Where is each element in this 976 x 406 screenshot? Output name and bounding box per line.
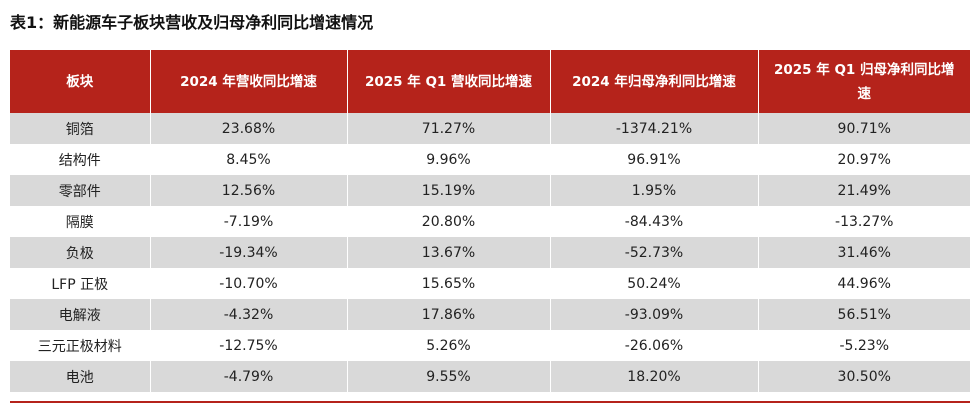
net-profit-2024-cell: -1374.21% [550,113,759,144]
net-profit-2024-cell: 18.20% [550,361,759,392]
net-profit-2025q1-cell: 20.97% [758,144,970,175]
revenue-2025q1-cell: 15.19% [347,175,551,206]
net-profit-2025q1-cell: -5.23% [758,330,970,361]
header-row: 板块 2024 年营收同比增速 2025 年 Q1 营收同比增速 2024 年归… [10,50,970,113]
revenue-2024-cell: 8.45% [150,144,348,175]
table-row: 隔膜 -7.19% 20.80% -84.43% -13.27% [10,206,970,237]
table-row: 结构件 8.45% 9.96% 96.91% 20.97% [10,144,970,175]
revenue-2024-cell: -4.32% [150,299,348,330]
revenue-2025q1-cell: 15.65% [347,268,551,299]
sector-cell: 结构件 [10,144,151,175]
net-profit-2025q1-cell: 31.46% [758,237,970,268]
revenue-2025q1-cell: 9.55% [347,361,551,392]
revenue-2024-cell: -4.79% [150,361,348,392]
table-row: 负极 -19.34% 13.67% -52.73% 31.46% [10,237,970,268]
net-profit-2025q1-cell: -13.27% [758,206,970,237]
column-header-2024-net-profit-growth: 2024 年归母净利同比增速 [550,50,759,113]
revenue-2025q1-cell: 17.86% [347,299,551,330]
sector-cell: 铜箔 [10,113,151,144]
net-profit-2024-cell: 96.91% [550,144,759,175]
column-header-sector: 板块 [10,50,151,113]
column-header-2025q1-net-profit-growth: 2025 年 Q1 归母净利同比增速 [758,50,970,113]
sector-cell: 负极 [10,237,151,268]
table-row: 电解液 -4.32% 17.86% -93.09% 56.51% [10,299,970,330]
net-profit-2025q1-cell: 30.50% [758,361,970,392]
revenue-2024-cell: 23.68% [150,113,348,144]
revenue-2025q1-cell: 20.80% [347,206,551,237]
sector-cell: 电池 [10,361,151,392]
revenue-2025q1-cell: 71.27% [347,113,551,144]
net-profit-2024-cell: -26.06% [550,330,759,361]
revenue-2024-cell: -7.19% [150,206,348,237]
bottom-rule [10,401,970,403]
column-header-2024-revenue-growth: 2024 年营收同比增速 [150,50,348,113]
table-row: 电池 -4.79% 9.55% 18.20% 30.50% [10,361,970,392]
net-profit-2024-cell: -84.43% [550,206,759,237]
net-profit-2024-cell: -52.73% [550,237,759,268]
net-profit-2025q1-cell: 90.71% [758,113,970,144]
revenue-2024-cell: -10.70% [150,268,348,299]
table-row: 零部件 12.56% 15.19% 1.95% 21.49% [10,175,970,206]
column-header-2025q1-revenue-growth: 2025 年 Q1 营收同比增速 [347,50,551,113]
revenue-2025q1-cell: 13.67% [347,237,551,268]
net-profit-2025q1-cell: 21.49% [758,175,970,206]
revenue-2025q1-cell: 5.26% [347,330,551,361]
net-profit-2024-cell: 1.95% [550,175,759,206]
sector-cell: 电解液 [10,299,151,330]
net-profit-2025q1-cell: 44.96% [758,268,970,299]
revenue-2024-cell: -12.75% [150,330,348,361]
net-profit-2024-cell: 50.24% [550,268,759,299]
revenue-2025q1-cell: 9.96% [347,144,551,175]
sector-cell: 零部件 [10,175,151,206]
table-row: LFP 正极 -10.70% 15.65% 50.24% 44.96% [10,268,970,299]
table-body: 铜箔 23.68% 71.27% -1374.21% 90.71% 结构件 8.45% 9.9… [10,113,970,392]
net-profit-2024-cell: -93.09% [550,299,759,330]
sector-cell: 三元正极材料 [10,330,151,361]
sector-cell: LFP 正极 [10,268,151,299]
table-row: 铜箔 23.68% 71.27% -1374.21% 90.71% [10,113,970,144]
sector-cell: 隔膜 [10,206,151,237]
growth-table: 板块 2024 年营收同比增速 2025 年 Q1 营收同比增速 2024 年归… [10,50,970,392]
net-profit-2025q1-cell: 56.51% [758,299,970,330]
revenue-2024-cell: -19.34% [150,237,348,268]
table-row: 三元正极材料 -12.75% 5.26% -26.06% -5.23% [10,330,970,361]
revenue-2024-cell: 12.56% [150,175,348,206]
table-title: 表1：新能源车子板块营收及归母净利同比增速情况 [10,13,374,32]
